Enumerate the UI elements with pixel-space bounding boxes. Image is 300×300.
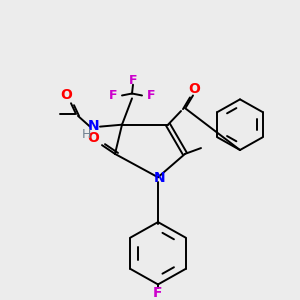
Text: F: F <box>147 89 155 102</box>
Text: F: F <box>153 286 163 300</box>
Text: F: F <box>109 89 117 102</box>
Text: F: F <box>129 74 137 87</box>
Text: H: H <box>81 128 91 141</box>
Text: O: O <box>87 131 99 145</box>
Text: N: N <box>88 119 100 133</box>
Text: O: O <box>60 88 72 103</box>
Text: N: N <box>154 171 166 185</box>
Text: O: O <box>188 82 200 96</box>
